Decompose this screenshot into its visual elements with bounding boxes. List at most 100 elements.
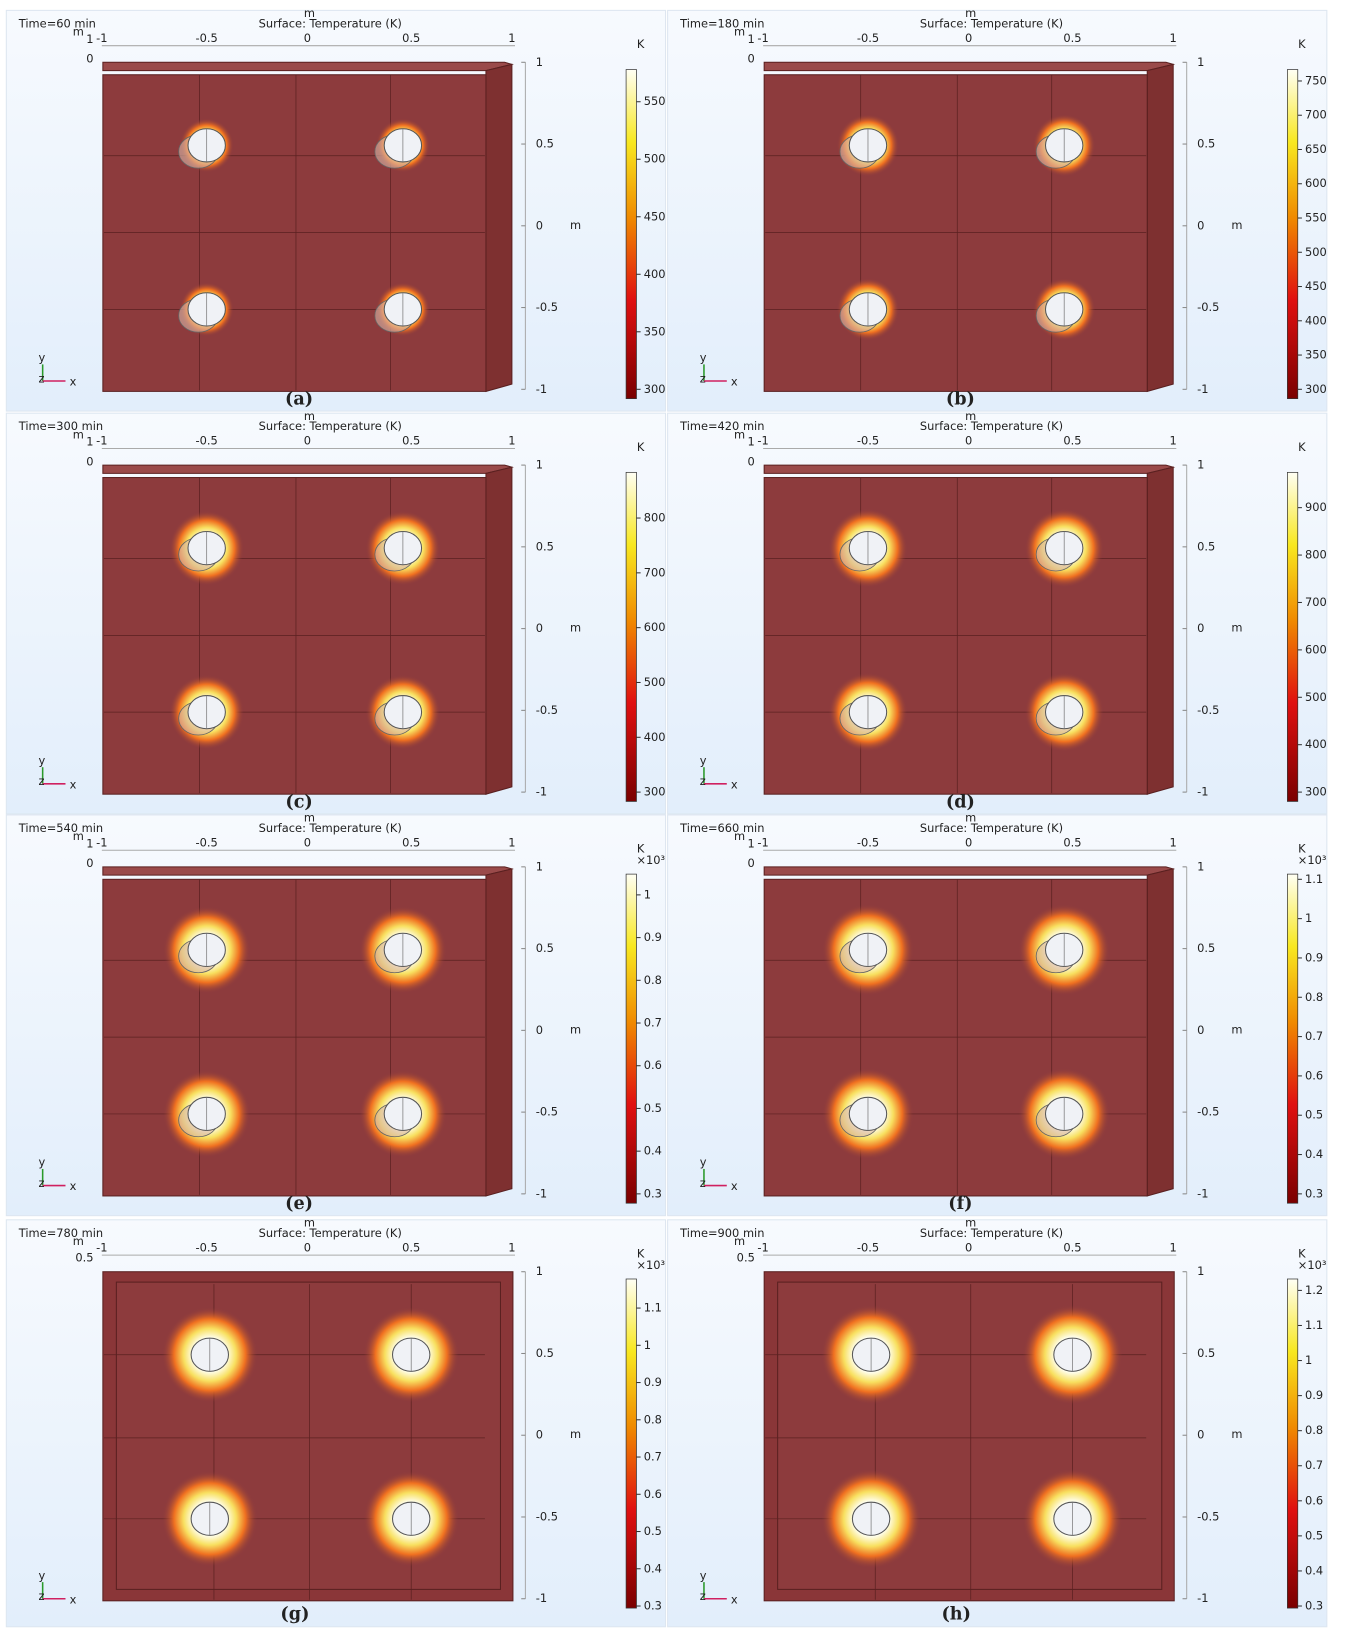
time-label: Time=900 min: [679, 1226, 764, 1240]
left-label: 0.5: [75, 1251, 93, 1265]
top-tick-label: 0.5: [402, 434, 420, 448]
triad-label: x: [70, 1592, 77, 1606]
time-label: Time=540 min: [18, 821, 103, 835]
colorbar-unit: K: [1298, 440, 1306, 454]
triad-label: z: [39, 1589, 45, 1603]
triad-label: x: [731, 1179, 738, 1193]
colorbar-tick-label: 1.1: [1305, 1318, 1323, 1332]
right-tick-label: -1: [536, 1591, 547, 1605]
left-label: 0: [86, 856, 93, 870]
right-tick-label: 0: [1197, 1428, 1204, 1442]
right-tick-label: -1: [1197, 382, 1208, 396]
unit-corner: m: [734, 25, 745, 39]
colorbar-tick-label: 550: [644, 94, 666, 108]
right-tick-label: -1: [536, 1186, 547, 1200]
unit-right: m: [570, 1427, 581, 1441]
top-tick-label: 1: [1170, 31, 1177, 45]
triad-label: z: [700, 1176, 706, 1190]
left-label: 1: [748, 837, 755, 851]
triad-label: z: [700, 1589, 706, 1603]
colorbar-tick-label: 0.5: [644, 1101, 662, 1115]
right-tick-label: -0.5: [536, 703, 558, 717]
left-label: 0: [748, 454, 755, 468]
right-tick-label: -0.5: [1197, 1509, 1219, 1523]
right-tick-label: 1: [536, 458, 543, 472]
unit-corner: m: [73, 829, 84, 843]
colorbar-tick-label: 0.6: [1305, 1493, 1323, 1507]
triad-label: y: [39, 1155, 46, 1169]
colorbar: [626, 472, 636, 801]
colorbar-tick-label: 0.9: [1305, 1388, 1323, 1402]
top-tick-label: 0.5: [1063, 835, 1081, 849]
triad-label: x: [731, 777, 738, 791]
unit-top: m: [965, 6, 976, 20]
left-label: 0.5: [737, 1251, 755, 1265]
triad-label: y: [700, 351, 707, 365]
colorbar-tick-label: 0.8: [644, 1412, 662, 1426]
right-tick-label: 0.5: [536, 1346, 554, 1360]
top-tick-label: 0.5: [402, 1240, 420, 1254]
colorbar-tick-label: 400: [1305, 737, 1327, 751]
right-tick-label: 0: [536, 621, 543, 635]
colorbar-tick-label: 0.9: [644, 1375, 662, 1389]
colorbar: [1287, 472, 1297, 801]
top-tick-label: -1: [757, 31, 768, 45]
top-tick-label: -1: [96, 1240, 107, 1254]
box-top: [764, 867, 1173, 875]
colorbar-tick-label: 700: [1305, 108, 1327, 122]
colorbar-scale: ×10³: [1298, 1258, 1327, 1272]
right-tick-label: 1: [1197, 859, 1204, 873]
unit-corner: m: [73, 25, 84, 39]
left-label: 1: [86, 837, 93, 851]
top-tick-label: 1: [508, 31, 515, 45]
top-tick-label: 0.5: [402, 31, 420, 45]
unit-right: m: [570, 1022, 581, 1036]
triad-label: z: [39, 371, 45, 385]
colorbar-tick-label: 0.3: [644, 1186, 662, 1200]
top-tick-label: -1: [96, 835, 107, 849]
right-tick-label: -1: [1197, 1591, 1208, 1605]
unit-top: m: [965, 409, 976, 423]
colorbar-tick-label: 1: [1305, 1353, 1312, 1367]
colorbar-tick-label: 0.3: [644, 1599, 662, 1613]
box-top: [103, 62, 512, 70]
triad-label: x: [731, 375, 738, 389]
colorbar-unit: K: [637, 440, 645, 454]
colorbar-tick-label: 500: [1305, 690, 1327, 704]
box-side: [486, 64, 512, 391]
triad-label: z: [700, 774, 706, 788]
time-label: Time=420 min: [679, 419, 764, 433]
triad-label: x: [70, 375, 77, 389]
box-side: [1147, 869, 1173, 1196]
unit-right: m: [1231, 218, 1242, 232]
colorbar-tick-label: 750: [1305, 73, 1327, 87]
title: Surface: Temperature (K): [920, 821, 1063, 835]
colorbar-tick-label: 800: [1305, 548, 1327, 562]
right-tick-label: 0: [536, 1023, 543, 1037]
unit-top: m: [304, 6, 315, 20]
colorbar-tick-label: 0.3: [1305, 1599, 1323, 1613]
colorbar-tick-label: 0.5: [1305, 1528, 1323, 1542]
top-tick-label: 0: [965, 1240, 972, 1254]
top-tick-label: 0: [965, 434, 972, 448]
title: Surface: Temperature (K): [259, 1226, 402, 1240]
title: Surface: Temperature (K): [920, 1226, 1063, 1240]
unit-corner: m: [734, 829, 745, 843]
right-tick-label: 0: [1197, 1023, 1204, 1037]
colorbar-tick-label: 350: [1305, 348, 1327, 362]
right-tick-label: 0: [536, 218, 543, 232]
colorbar-tick-label: 0.7: [644, 1016, 662, 1030]
caption: (f): [948, 1193, 972, 1214]
box-top: [103, 867, 512, 875]
top-tick-label: -0.5: [857, 31, 879, 45]
colorbar-tick-label: 300: [644, 785, 666, 799]
box-front: [764, 75, 1147, 392]
colorbar-tick-label: 700: [644, 565, 666, 579]
title: Surface: Temperature (K): [920, 16, 1063, 30]
time-label: Time=180 min: [679, 16, 764, 30]
top-tick-label: 1: [1170, 434, 1177, 448]
right-tick-label: 0: [536, 1428, 543, 1442]
left-label: 0: [86, 454, 93, 468]
